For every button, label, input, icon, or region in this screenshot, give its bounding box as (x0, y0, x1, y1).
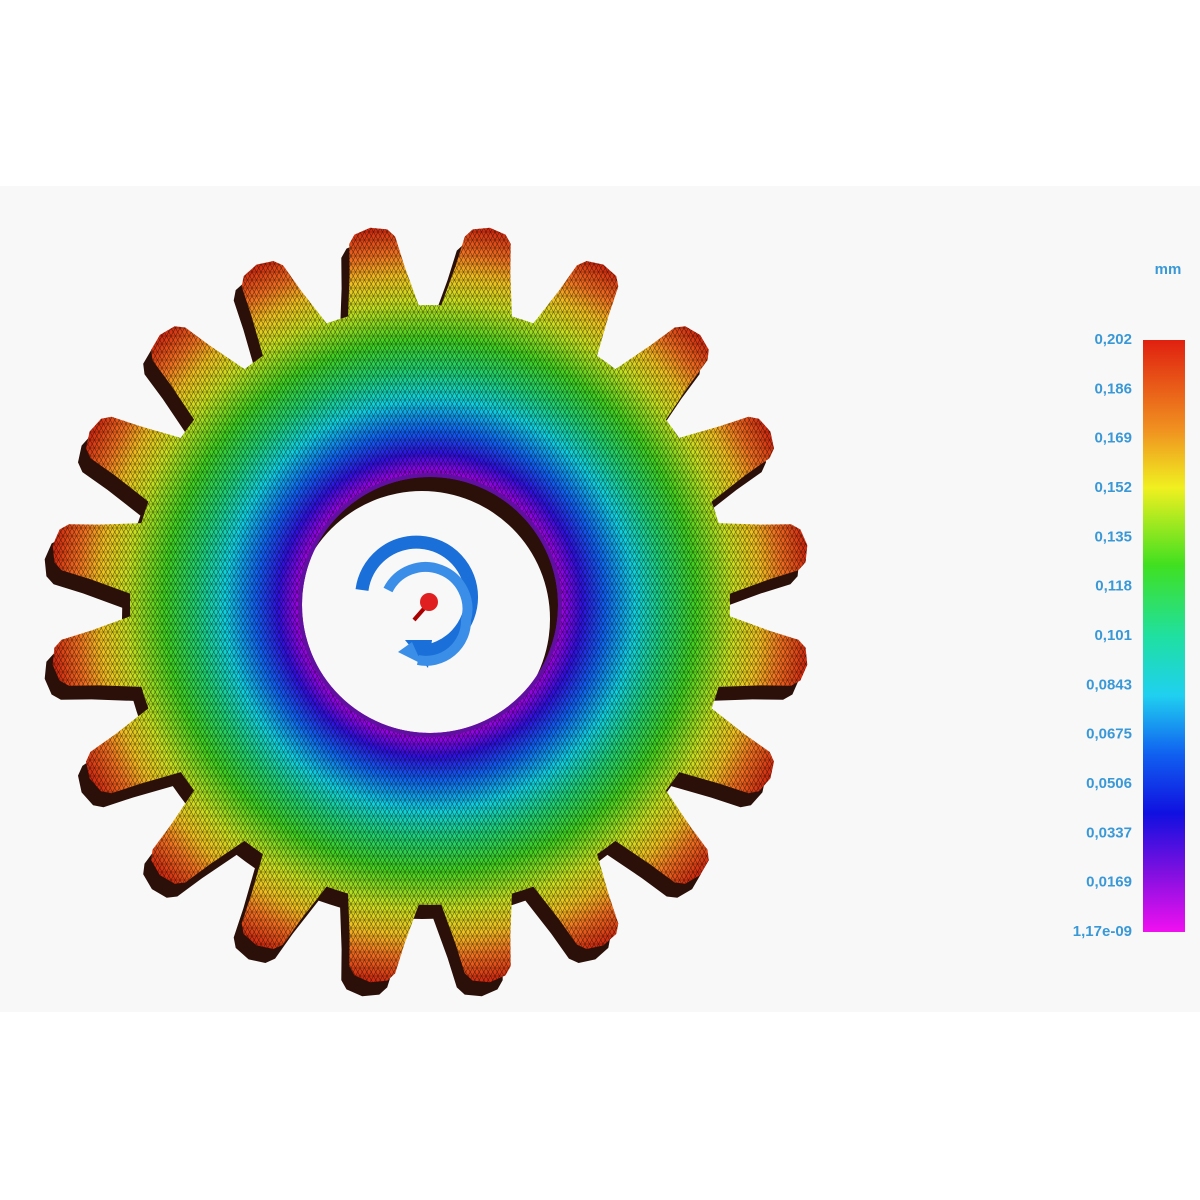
legend-label: 0,0337 (1086, 824, 1132, 841)
legend-label: 0,169 (1094, 430, 1132, 447)
legend-label: 0,135 (1094, 528, 1132, 545)
legend-label: 0,118 (1095, 578, 1132, 595)
legend-label: 0,0506 (1086, 775, 1132, 792)
gear-mesh (52, 227, 808, 983)
legend-label: 0,152 (1094, 479, 1132, 496)
bore-edge (298, 473, 562, 737)
legend-labels: 0,202 0,186 0,169 0,152 0,135 0,118 0,101 0,084… (1073, 331, 1132, 940)
legend-label: 0,186 (1094, 380, 1132, 397)
legend-color-bar (1143, 340, 1185, 932)
legend-label: 0,101 (1094, 627, 1132, 644)
legend-unit: mm (1155, 261, 1182, 278)
legend-label: 0,0843 (1086, 676, 1132, 693)
gear-model (44, 227, 808, 997)
legend-label: 0,0675 (1086, 726, 1132, 743)
legend-label: 0,202 (1094, 331, 1132, 348)
legend-label: 0,0169 (1086, 874, 1132, 891)
rotation-load-icon (355, 535, 479, 668)
legend-label: 1,17e-09 (1073, 923, 1132, 940)
